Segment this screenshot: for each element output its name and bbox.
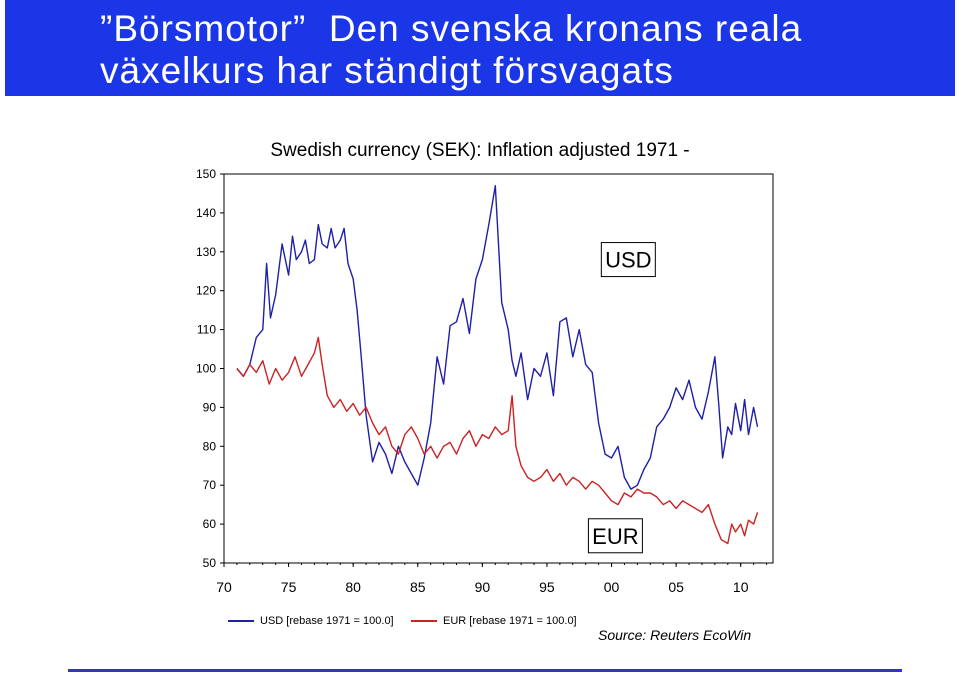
annotation-box <box>587 518 643 554</box>
y-tick-label: 120 <box>196 284 216 298</box>
x-tick-label: 95 <box>539 579 555 595</box>
legend-label-usd: USD [rebase 1971 = 100.0] <box>260 615 394 627</box>
annotation-label: USD <box>605 248 651 273</box>
x-tick-label: 80 <box>345 579 361 595</box>
y-tick-label: 50 <box>203 556 217 570</box>
annotation-box <box>600 242 656 278</box>
series-line-eur <box>236 336 759 545</box>
y-tick-label: 140 <box>196 206 216 220</box>
legend-item-eur: EUR [rebase 1971 = 100.0] <box>411 615 577 627</box>
y-tick-label: 80 <box>203 439 217 453</box>
y-tick-label: 110 <box>197 323 216 337</box>
legend-swatch-usd <box>228 620 254 622</box>
axes: 150 140 130 120 110 100 90 80 70 60 50 70 75 80 85 90 95… <box>196 167 774 595</box>
y-tick-label: 130 <box>196 245 216 259</box>
y-tick-label: 150 <box>196 167 216 181</box>
annotations: USD EUR <box>587 242 656 554</box>
legend-item-usd: USD [rebase 1971 = 100.0] <box>228 615 394 627</box>
y-tick-label: 100 <box>196 362 216 376</box>
slide-title-line-2: växelkurs har ständigt försvagats <box>100 50 674 91</box>
x-tick-label: 00 <box>604 579 620 595</box>
y-tick-label: 90 <box>203 400 217 414</box>
bottom-rule <box>68 669 902 672</box>
legend-swatch-eur <box>411 620 437 622</box>
x-tick-label: 85 <box>410 579 426 595</box>
x-tick-label: 75 <box>281 579 297 595</box>
slide-title-line-1: ”Börsmotor” Den svenska kronans reala <box>100 8 803 49</box>
x-tick-label: 90 <box>475 579 491 595</box>
series-layer <box>236 184 759 545</box>
legend-label-eur: EUR [rebase 1971 = 100.0] <box>443 615 577 627</box>
x-tick-label: 10 <box>733 579 749 595</box>
source-note: Source: Reuters EcoWin <box>598 627 752 643</box>
y-tick-label: 70 <box>203 478 217 492</box>
annotation-label: EUR <box>592 524 638 549</box>
y-tick-label: 60 <box>203 517 217 531</box>
title-banner: ”Börsmotor” Den svenska kronans reala vä… <box>5 0 955 96</box>
chart-title: Swedish currency (SEK): Inflation adjust… <box>270 140 689 161</box>
series-line-usd <box>236 184 759 490</box>
x-tick-label: 70 <box>216 579 232 595</box>
x-tick-label: 05 <box>668 579 684 595</box>
